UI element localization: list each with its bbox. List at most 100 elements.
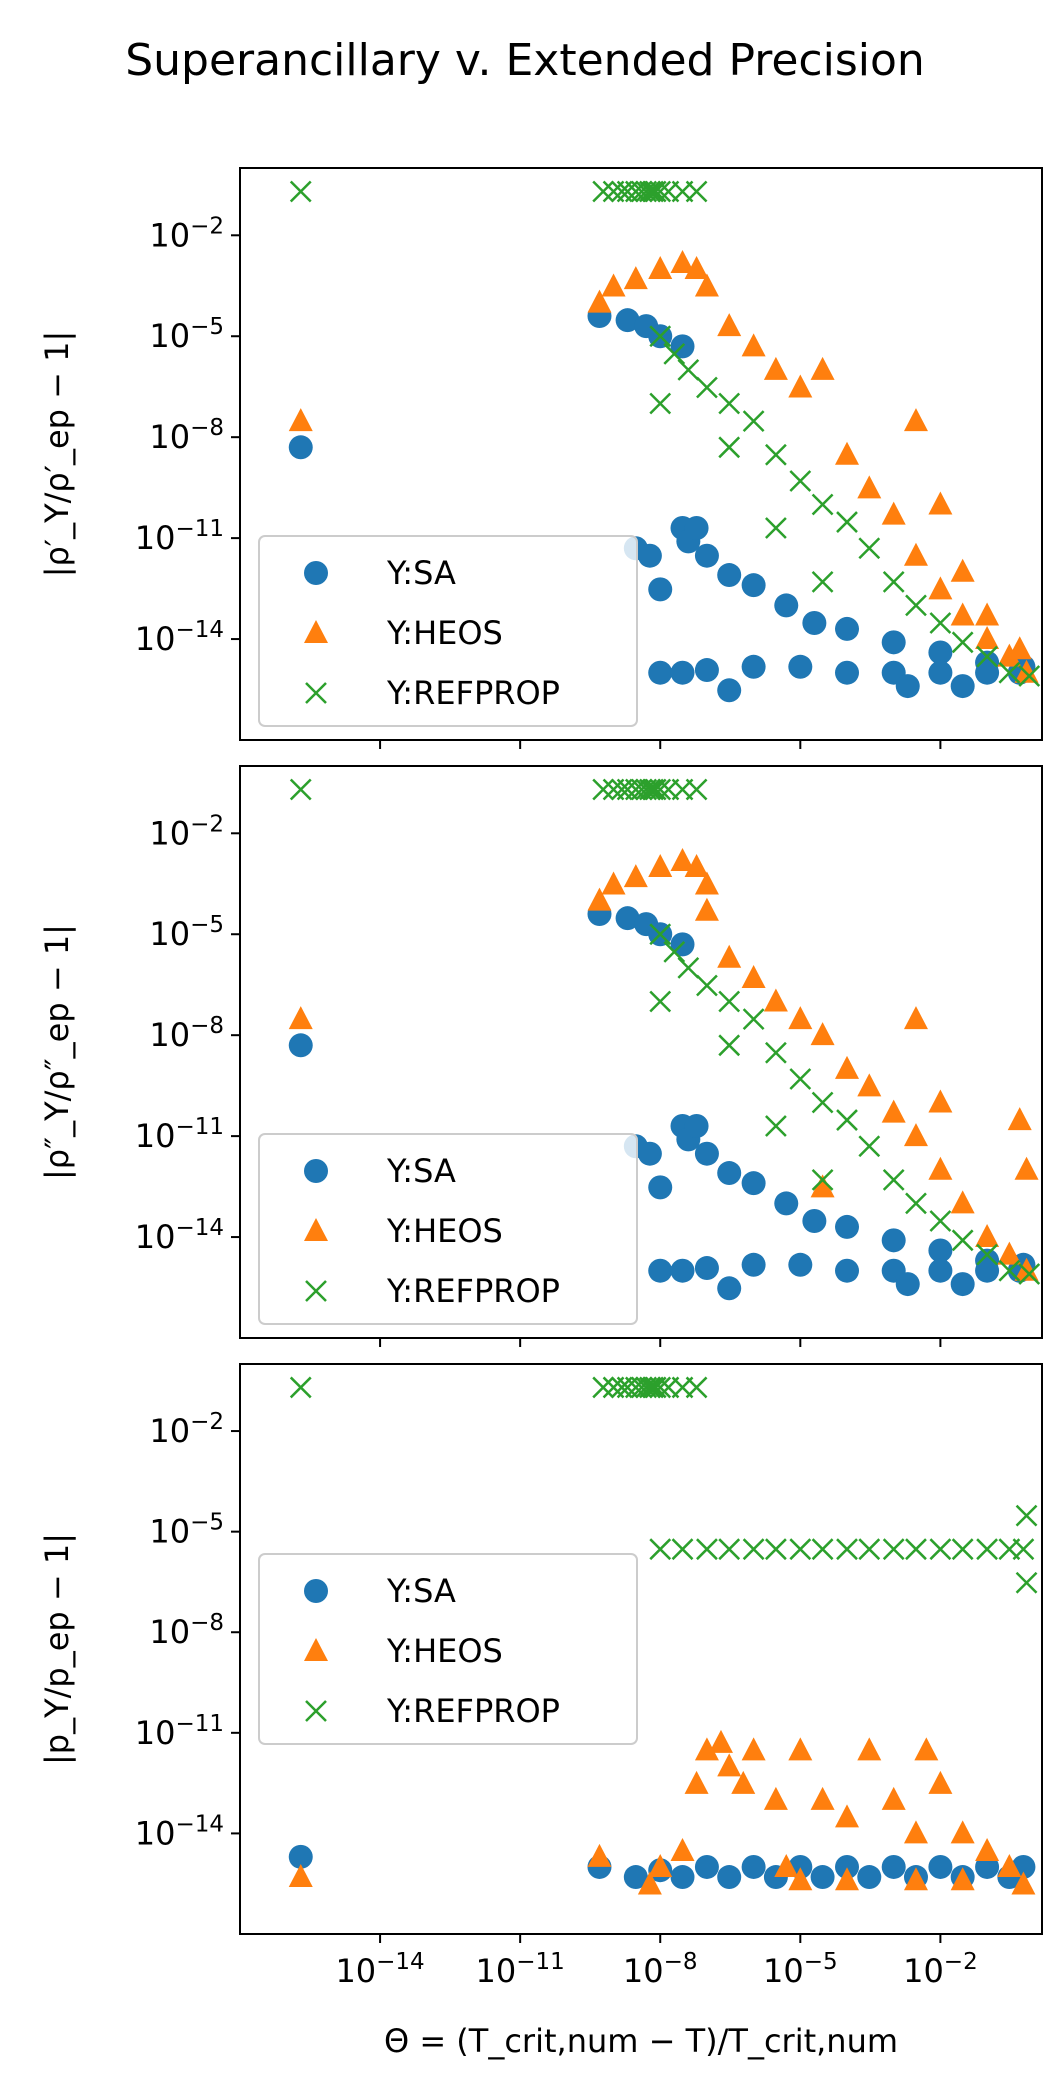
data-point (928, 1238, 953, 1263)
data-point (742, 1008, 765, 1031)
data-point (975, 602, 1000, 626)
data-point (1012, 1538, 1035, 1561)
data-point (670, 1865, 695, 1890)
data-point (717, 313, 742, 337)
data-point (774, 1191, 799, 1216)
data-point (950, 1190, 975, 1214)
legend-label: Y:REFPROP (386, 674, 560, 712)
panel-1: 10−14 10−11 10−8 10−5 10−2 |ρ′_Y/ρ′_ep − 1| Y:… (38, 167, 1043, 749)
data-point (763, 356, 788, 380)
data-point (601, 871, 626, 895)
data-point (903, 1820, 928, 1844)
data-point (881, 1099, 906, 1123)
data-point (836, 511, 858, 533)
data-point (694, 897, 719, 921)
data-point (671, 1538, 694, 1561)
data-point (648, 853, 673, 877)
data-point (592, 1376, 615, 1399)
legend-label: Y:HEOS (386, 1632, 503, 1670)
y-tick-label: 10−11 (135, 1114, 224, 1155)
data-point (882, 1538, 905, 1561)
data-point (788, 1252, 813, 1277)
data-point (694, 1737, 719, 1761)
data-point (895, 1272, 920, 1297)
data-point (638, 778, 661, 801)
x-tick-label: 10−14 (335, 1949, 424, 1990)
y-tick-label: 10−2 (149, 811, 224, 852)
legend-label: Y:REFPROP (386, 1272, 560, 1310)
data-point (997, 643, 1022, 667)
data-point (811, 1169, 834, 1191)
legend-box (258, 1553, 638, 1745)
legend-box (258, 535, 638, 727)
data-point (975, 660, 1000, 685)
data-point (882, 1169, 905, 1191)
data-point (623, 266, 648, 290)
data-point (857, 1073, 882, 1097)
data-point (601, 273, 626, 297)
data-point (288, 408, 313, 432)
data-point (903, 1006, 928, 1030)
data-point (649, 1538, 672, 1561)
y-tick-label: 10−2 (149, 1409, 224, 1450)
data-point (642, 1376, 664, 1399)
data-point (903, 408, 928, 432)
data-point (694, 1256, 719, 1281)
data-point (928, 640, 953, 665)
data-point (789, 1068, 812, 1090)
data-point (708, 1729, 733, 1753)
data-point (684, 1770, 709, 1794)
data-point (1018, 665, 1041, 687)
data-point (696, 974, 718, 997)
data-point (694, 543, 719, 568)
data-point (811, 571, 834, 593)
data-point (951, 1538, 974, 1561)
series-yrefprop (289, 778, 1041, 1285)
y-tick-label: 10−11 (135, 516, 224, 557)
data-point (835, 1867, 860, 1891)
legend-label: Y:REFPROP (386, 1692, 560, 1730)
data-point (648, 255, 673, 279)
x-tick-label: 10−11 (476, 1949, 565, 1990)
data-point (950, 1272, 975, 1297)
data-point (696, 1538, 718, 1561)
data-point (587, 887, 612, 911)
data-point (997, 1241, 1022, 1265)
y-tick-label: 10−5 (149, 314, 224, 355)
data-point (717, 678, 742, 703)
y-tick-label: 10−5 (149, 1510, 224, 1551)
series-yheos (288, 1729, 1036, 1895)
data-point (741, 1737, 766, 1761)
data-point (742, 410, 765, 433)
data-point (950, 674, 975, 699)
data-point (765, 1115, 787, 1137)
data-point (648, 1258, 673, 1283)
data-point (810, 1022, 835, 1046)
data-point (997, 1853, 1022, 1877)
data-point (835, 1854, 860, 1879)
data-point (741, 1854, 766, 1879)
data-point (741, 1171, 766, 1196)
data-point (895, 674, 920, 699)
data-point (1014, 659, 1039, 683)
data-point (717, 1865, 742, 1890)
legend-marker (305, 1280, 327, 1302)
series-yheos (288, 250, 1039, 683)
data-point (835, 441, 860, 465)
data-point (685, 180, 708, 203)
data-point (289, 778, 312, 801)
x-tick-label: 10−8 (623, 1949, 698, 1990)
data-point (950, 558, 975, 582)
data-point (1007, 636, 1032, 660)
legend-label: Y:HEOS (386, 614, 503, 652)
data-point (592, 778, 615, 801)
data-point (649, 325, 672, 348)
data-point (928, 1854, 953, 1879)
data-point (976, 1538, 998, 1561)
data-point (649, 180, 672, 203)
data-point (615, 308, 640, 333)
chart-title: Superancillary v. Extended Precision (125, 35, 925, 86)
data-point (677, 956, 700, 979)
data-point (882, 571, 905, 593)
